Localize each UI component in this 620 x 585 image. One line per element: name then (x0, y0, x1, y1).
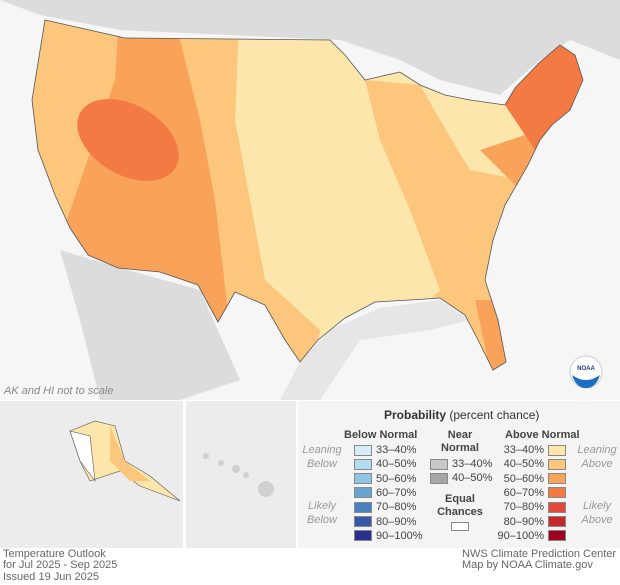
legend-label: 70–80% (503, 501, 544, 514)
footer-period: for Jul 2025 - Sep 2025 (3, 559, 118, 571)
hawaii-inset (186, 401, 296, 548)
likely-above-label: Likely Above (581, 500, 613, 526)
legend-label: 80–90% (503, 515, 544, 528)
legend-swatch (548, 487, 566, 499)
legend-item-above: 40–50% (494, 458, 566, 472)
legend-label: 50–60% (376, 472, 417, 485)
legend-item-above: 33–40% (494, 444, 566, 458)
noaa-logo-text: NOAA (577, 366, 595, 372)
footer-source: NWS Climate Prediction Center (462, 548, 617, 560)
legend-swatch (354, 473, 372, 485)
legend-item-below: 70–80% (354, 501, 416, 515)
legend-item-above: 60–70% (494, 487, 566, 501)
legend-label: 33–40% (452, 458, 493, 470)
leaning-above-label: Leaning Above (577, 444, 617, 470)
legend-item-above: 90–100% (494, 530, 566, 544)
legend-swatch (548, 516, 566, 528)
footer-credit: Map by NOAA Climate.gov (462, 559, 593, 571)
region-above-40-50-coast (32, 20, 120, 260)
legend-swatch (354, 458, 372, 470)
legend-label: 40–50% (452, 472, 493, 485)
legend-item-below: 80–90% (354, 516, 416, 530)
legend-label: 90–100% (376, 529, 423, 542)
legend-swatch (354, 530, 372, 542)
footer-issued: Issued 19 Jun 2025 (3, 571, 100, 583)
legend-item-below: 50–60% (354, 473, 416, 487)
legend-swatch (548, 530, 566, 542)
region-above-60-70-northeast (505, 20, 583, 150)
legend-swatch (354, 501, 372, 513)
temperature-outlook-map: NOAA (0, 0, 620, 400)
legend-label: 60–70% (503, 486, 544, 499)
legend-swatch (548, 444, 566, 456)
legend-item-below: 60–70% (354, 487, 416, 501)
legend-item-near: 40–50% (430, 472, 492, 486)
above-header: Above Normal (505, 429, 580, 441)
legend-label: 50–60% (503, 472, 544, 485)
legend-label: 90–100% (497, 529, 545, 542)
likely-below-label: Likely Below (307, 500, 337, 526)
legend-label: 70–80% (376, 501, 417, 514)
legend-label: 60–70% (376, 486, 417, 499)
legend-label: 33–40% (503, 444, 544, 456)
legend-subtitle: (percent chance) (449, 408, 540, 422)
legend-label: 40–50% (376, 458, 417, 471)
region-above-60-70-great-basin (77, 99, 179, 181)
legend-label: 80–90% (376, 515, 417, 528)
legend-item-above: 80–90% (494, 516, 566, 530)
below-header: Below Normal (344, 429, 418, 441)
legend-item-below: 90–100% (354, 530, 423, 544)
legend-swatch (354, 444, 372, 456)
legend-swatch (548, 473, 566, 485)
legend-item-below: 33–40% (354, 444, 416, 458)
alaska-inset (0, 401, 183, 548)
legend-item-above: 50–60% (494, 473, 566, 487)
leaning-below-label: Leaning Below (302, 444, 342, 470)
equal-chances-label: Equal Chances (437, 493, 483, 518)
legend-swatch (430, 472, 448, 484)
legend-title: Probability (384, 408, 447, 422)
legend-swatch (354, 516, 372, 528)
legend: Probability (percent chance) Below Norma… (298, 401, 620, 548)
legend-item-above: 70–80% (494, 501, 566, 515)
legend-swatch (548, 501, 566, 513)
legend-label: 40–50% (503, 458, 544, 471)
legend-label: 33–40% (376, 444, 417, 456)
legend-item-near: 33–40% (430, 458, 492, 472)
region-above-50-60-midatlantic (480, 20, 583, 200)
legend-swatch (430, 458, 448, 470)
legend-swatch (548, 458, 566, 470)
equal-chances-swatch (451, 522, 469, 531)
footer-title: Temperature Outlook (3, 548, 106, 560)
legend-swatch (354, 487, 372, 499)
legend-item-below: 40–50% (354, 458, 416, 472)
near-header: Near Normal (441, 429, 479, 454)
scale-note: AK and HI not to scale (4, 385, 114, 397)
